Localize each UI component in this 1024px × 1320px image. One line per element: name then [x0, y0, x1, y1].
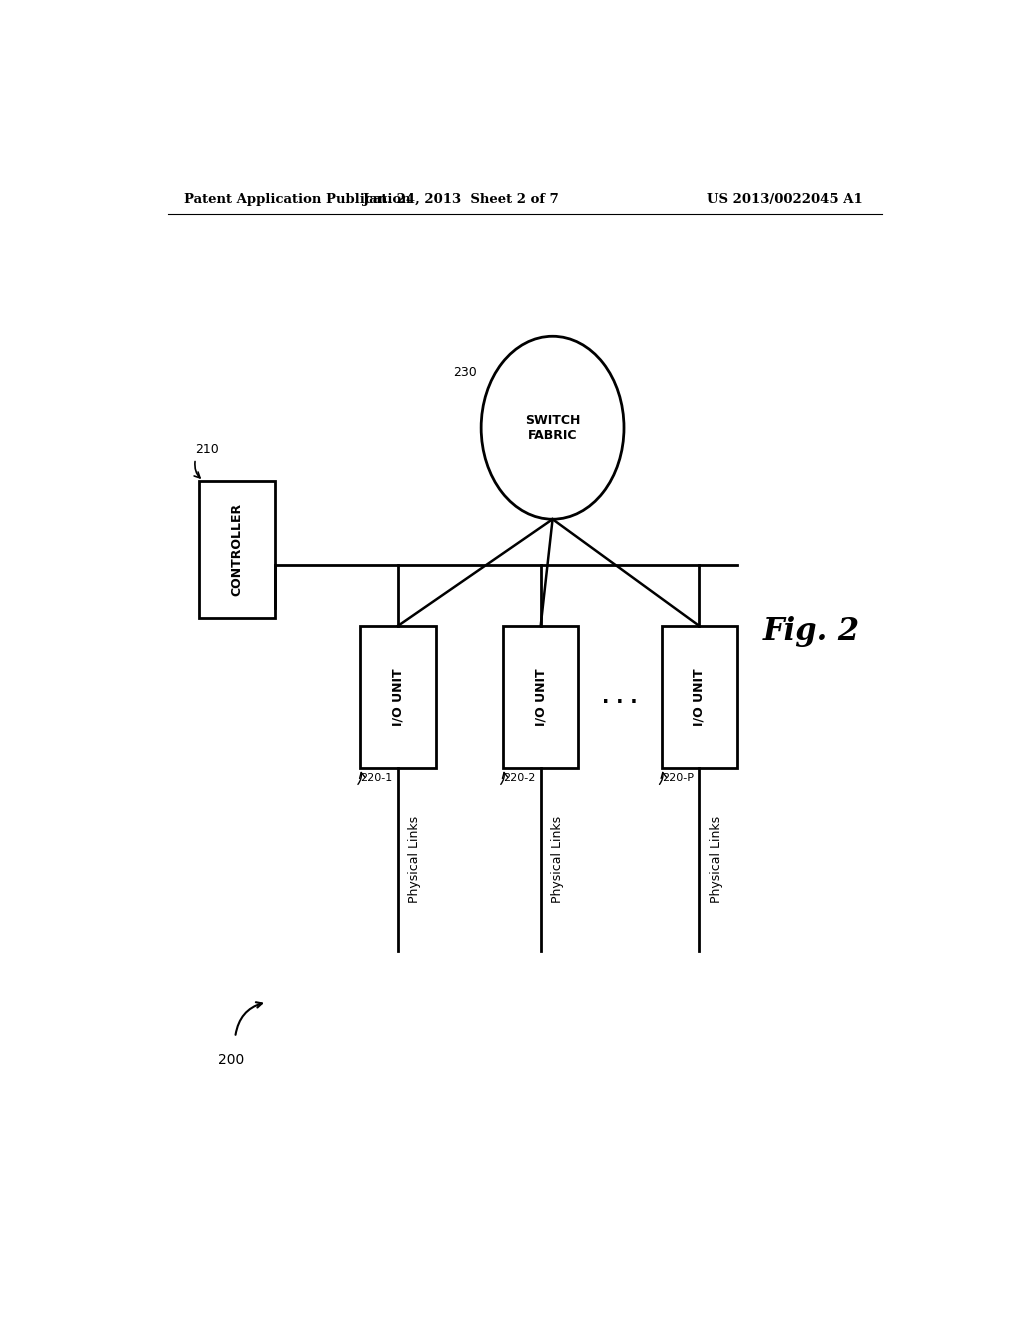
Text: Physical Links: Physical Links	[710, 816, 723, 903]
Text: 200: 200	[218, 1053, 245, 1067]
Text: I/O UNIT: I/O UNIT	[693, 668, 706, 726]
Text: 220-2: 220-2	[503, 774, 536, 783]
Text: Physical Links: Physical Links	[551, 816, 564, 903]
Text: 210: 210	[196, 442, 219, 455]
Text: US 2013/0022045 A1: US 2013/0022045 A1	[708, 193, 863, 206]
Text: 220-P: 220-P	[662, 774, 693, 783]
Text: 230: 230	[454, 367, 477, 379]
Text: CONTROLLER: CONTROLLER	[230, 503, 244, 597]
Text: Fig. 2: Fig. 2	[763, 615, 860, 647]
Text: . . .: . . .	[602, 688, 638, 706]
Text: I/O UNIT: I/O UNIT	[391, 668, 404, 726]
Text: Physical Links: Physical Links	[409, 816, 421, 903]
Text: Patent Application Publication: Patent Application Publication	[183, 193, 411, 206]
Text: 220-1: 220-1	[360, 774, 392, 783]
Bar	[360, 626, 435, 768]
Bar	[503, 626, 579, 768]
Text: SWITCH
FABRIC: SWITCH FABRIC	[525, 413, 581, 442]
Bar	[200, 480, 274, 618]
Text: I/O UNIT: I/O UNIT	[535, 668, 547, 726]
Bar	[662, 626, 737, 768]
Text: Jan. 24, 2013  Sheet 2 of 7: Jan. 24, 2013 Sheet 2 of 7	[364, 193, 559, 206]
